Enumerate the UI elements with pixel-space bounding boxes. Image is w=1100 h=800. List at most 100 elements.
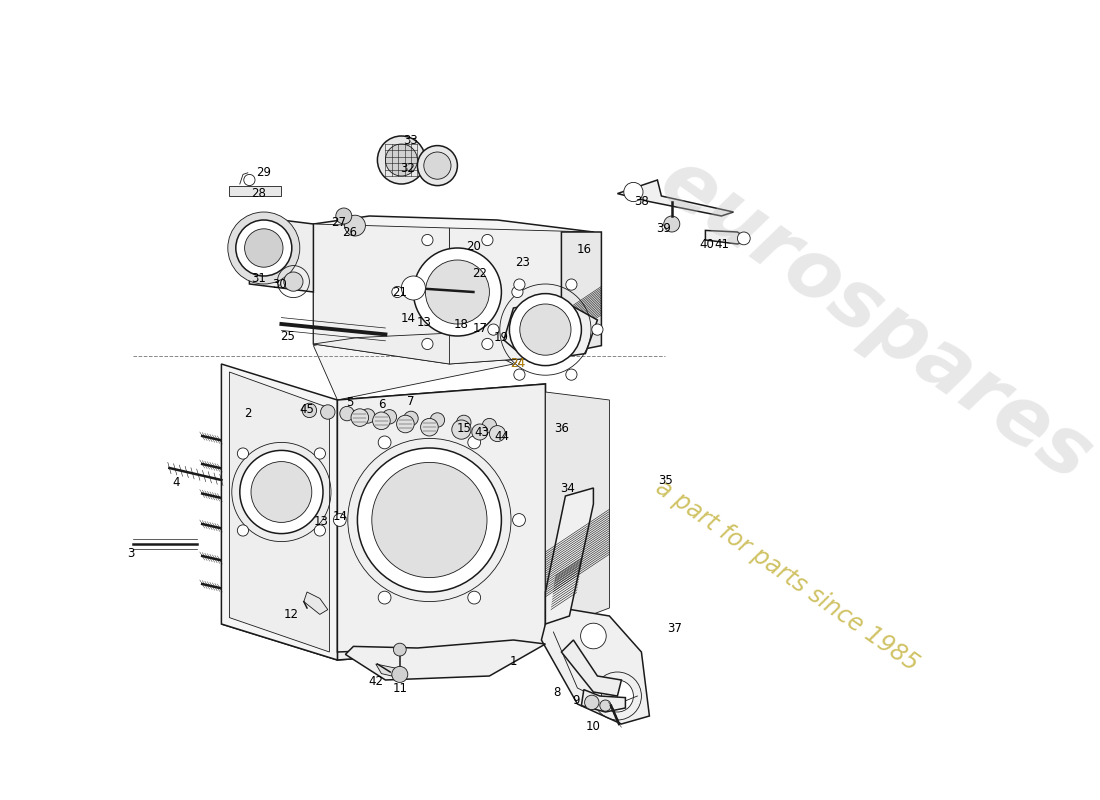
Text: 4: 4	[172, 476, 179, 489]
Circle shape	[378, 591, 390, 604]
Text: 44: 44	[494, 430, 509, 442]
Circle shape	[482, 338, 493, 350]
Circle shape	[482, 234, 493, 246]
Text: 23: 23	[516, 256, 530, 269]
Text: 13: 13	[314, 515, 329, 528]
Circle shape	[509, 294, 582, 366]
Text: 21: 21	[393, 286, 407, 298]
Circle shape	[421, 338, 433, 350]
Circle shape	[351, 409, 369, 426]
Polygon shape	[450, 228, 593, 364]
Polygon shape	[314, 224, 450, 364]
Text: 14: 14	[400, 312, 416, 325]
Text: 10: 10	[586, 720, 601, 733]
Polygon shape	[314, 332, 593, 364]
Circle shape	[600, 700, 610, 711]
Circle shape	[344, 215, 365, 236]
Polygon shape	[250, 216, 314, 292]
Polygon shape	[561, 232, 602, 354]
Circle shape	[472, 424, 487, 440]
Polygon shape	[504, 300, 597, 362]
Polygon shape	[561, 640, 621, 696]
Polygon shape	[705, 230, 749, 244]
Text: 9: 9	[572, 694, 580, 706]
Circle shape	[361, 409, 375, 423]
Text: 42: 42	[368, 675, 383, 688]
Polygon shape	[376, 664, 395, 676]
Circle shape	[404, 411, 418, 426]
Text: 17: 17	[472, 322, 487, 334]
Circle shape	[426, 260, 490, 324]
Text: 1: 1	[509, 655, 517, 668]
Text: 28: 28	[252, 187, 266, 200]
Circle shape	[377, 136, 426, 184]
Circle shape	[421, 234, 433, 246]
Polygon shape	[541, 608, 649, 724]
Text: 19: 19	[494, 331, 509, 344]
Circle shape	[592, 324, 603, 335]
Text: 26: 26	[342, 226, 356, 238]
Text: 24: 24	[510, 358, 525, 370]
Text: eurospares: eurospares	[645, 142, 1100, 498]
Polygon shape	[617, 180, 734, 216]
Circle shape	[468, 436, 481, 449]
Circle shape	[487, 324, 499, 335]
Text: 3: 3	[128, 547, 134, 560]
Text: 18: 18	[454, 318, 469, 330]
Polygon shape	[221, 608, 546, 660]
Circle shape	[584, 695, 600, 710]
Text: 38: 38	[634, 195, 649, 208]
Text: 37: 37	[668, 622, 682, 634]
Polygon shape	[314, 320, 514, 400]
Circle shape	[602, 680, 634, 712]
Circle shape	[302, 403, 317, 418]
Text: 5: 5	[345, 396, 353, 409]
Circle shape	[251, 462, 311, 522]
Circle shape	[482, 418, 496, 433]
Text: 15: 15	[456, 422, 471, 434]
Circle shape	[235, 220, 292, 276]
Circle shape	[456, 415, 471, 430]
Text: 12: 12	[284, 608, 298, 621]
Circle shape	[468, 591, 481, 604]
Circle shape	[424, 152, 451, 179]
Text: 32: 32	[400, 162, 415, 174]
Circle shape	[420, 418, 438, 436]
Circle shape	[392, 666, 408, 682]
Circle shape	[315, 448, 326, 459]
Text: 33: 33	[404, 134, 418, 146]
Circle shape	[565, 279, 578, 290]
Text: 41: 41	[714, 238, 729, 250]
Circle shape	[402, 276, 426, 300]
Circle shape	[244, 174, 255, 186]
Circle shape	[565, 369, 578, 380]
Circle shape	[340, 406, 354, 421]
Text: 24: 24	[510, 358, 525, 370]
Circle shape	[373, 412, 390, 430]
Circle shape	[228, 212, 300, 284]
Text: 34: 34	[560, 482, 575, 494]
Circle shape	[240, 450, 323, 534]
Circle shape	[397, 415, 415, 433]
Polygon shape	[338, 384, 546, 652]
Circle shape	[452, 420, 471, 439]
Text: 11: 11	[393, 682, 407, 694]
Circle shape	[417, 146, 458, 186]
Text: 2: 2	[244, 407, 252, 420]
Text: 36: 36	[554, 422, 569, 434]
Circle shape	[333, 514, 346, 526]
Text: 20: 20	[466, 240, 481, 253]
Polygon shape	[338, 384, 546, 660]
Polygon shape	[345, 640, 546, 680]
Text: 25: 25	[280, 330, 295, 342]
Text: 35: 35	[658, 474, 673, 486]
Polygon shape	[230, 372, 329, 652]
Circle shape	[663, 216, 680, 232]
Text: 7: 7	[407, 395, 415, 408]
Text: 29: 29	[256, 166, 272, 178]
Polygon shape	[582, 690, 626, 712]
Polygon shape	[304, 592, 328, 614]
Circle shape	[514, 279, 525, 290]
Circle shape	[514, 369, 525, 380]
Circle shape	[372, 462, 487, 578]
